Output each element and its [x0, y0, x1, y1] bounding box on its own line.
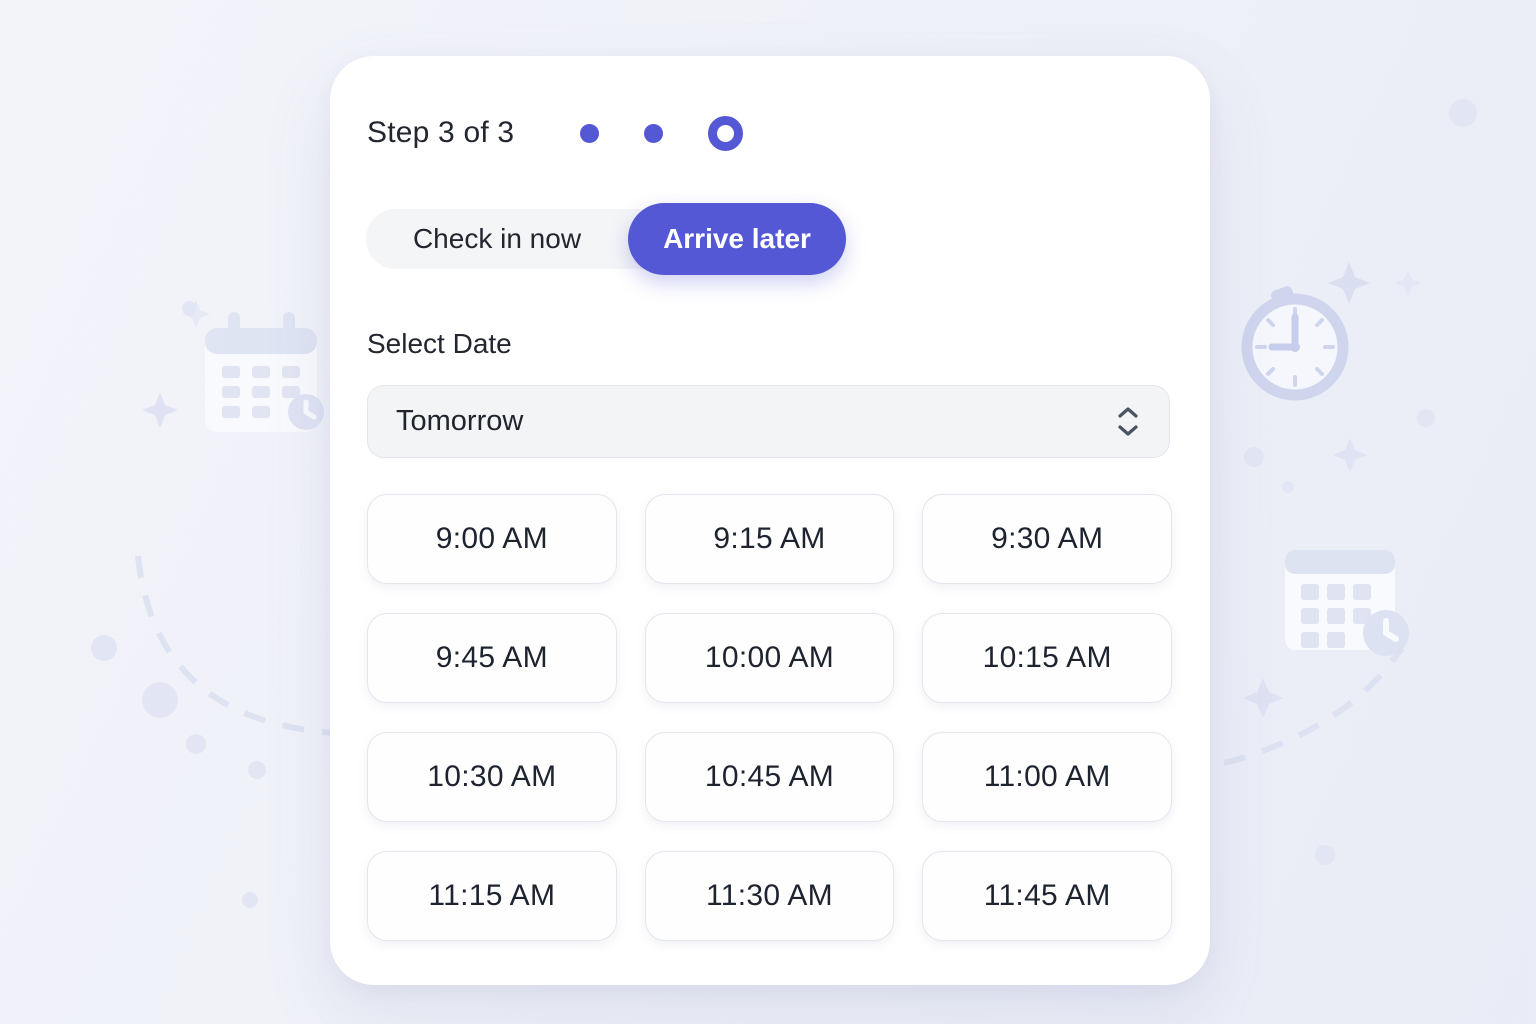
time-slot-button[interactable]: 10:45 AM [644, 732, 895, 822]
time-slot-button[interactable]: 10:30 AM [367, 732, 617, 822]
time-slot-button[interactable]: 9:45 AM [367, 613, 617, 703]
time-slot-button[interactable]: 11:15 AM [367, 851, 617, 941]
sparkle-icon [1395, 270, 1421, 296]
progress-dot-2 [644, 123, 664, 143]
step-label: Step 3 of 3 [367, 116, 515, 149]
time-slot-button[interactable]: 11:45 AM [922, 851, 1172, 941]
progress-dots [580, 115, 744, 151]
select-date-label: Select Date [367, 328, 512, 359]
check-in-card: Step 3 of 3 Check in now Arrive later Se… [330, 56, 1210, 985]
date-select[interactable]: Tomorrow [367, 385, 1170, 458]
chevron-updown-icon [1115, 405, 1141, 439]
time-slot-button[interactable]: 9:15 AM [644, 494, 895, 584]
time-slot-grid: 9:00 AM 9:15 AM 9:30 AM 9:45 AM 10:00 AM… [367, 494, 1172, 941]
time-slot-button[interactable]: 10:00 AM [644, 613, 895, 703]
progress-dot-3 [708, 115, 744, 151]
time-slot-button[interactable]: 9:30 AM [922, 494, 1172, 584]
sparkle-icon [182, 300, 210, 328]
check-in-mode-toggle: Check in now Arrive later [366, 203, 846, 275]
date-select-value: Tomorrow [396, 405, 524, 437]
progress-dot-1 [580, 123, 600, 143]
sparkle-icon [142, 392, 178, 428]
arrive-later-button[interactable]: Arrive later [628, 203, 846, 275]
time-slot-button[interactable]: 10:15 AM [922, 613, 1172, 703]
time-slot-button[interactable]: 11:00 AM [922, 732, 1172, 822]
sparkle-icon [1333, 438, 1367, 472]
sparkle-icon [1243, 678, 1283, 718]
sparkle-icon [1328, 262, 1370, 304]
calendar-icon [205, 312, 324, 432]
clock-icon [1241, 286, 1349, 401]
check-in-now-button[interactable]: Check in now [366, 209, 628, 269]
calendar-clock-icon [1285, 550, 1409, 656]
time-slot-button[interactable]: 9:00 AM [367, 494, 617, 584]
time-slot-button[interactable]: 11:30 AM [644, 851, 895, 941]
step-progress: Step 3 of 3 [367, 113, 744, 153]
